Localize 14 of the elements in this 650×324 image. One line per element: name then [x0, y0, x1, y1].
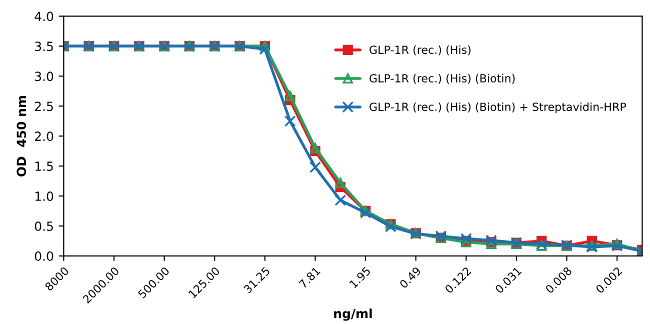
y-tick-label: 3.5: [35, 42, 53, 52]
y-tick-label: 0.5: [34, 221, 53, 231]
y-tick-label: 1.0: [35, 191, 54, 201]
y-tick-label: 3.0: [35, 72, 54, 82]
y-tick-label: 0.0: [34, 251, 54, 261]
legend-label: GLP-1R (rec.) (His): [370, 45, 470, 56]
y-tick-label: 1.5: [35, 162, 53, 171]
legend-label: GLP-1R (rec.) (His) (Biotin) + Streptavidin-HRP: [370, 102, 626, 114]
y-axis-title: OD 450 nm: [16, 96, 26, 176]
legend-label: GLP-1R (rec.) (His) (Biotin): [370, 74, 515, 84]
y-tick-label: 2.0: [35, 132, 54, 142]
y-tick-label: 2.5: [35, 102, 53, 112]
y-tick-label: 4.0: [34, 12, 54, 22]
x-axis-title: ng/ml: [334, 308, 372, 321]
